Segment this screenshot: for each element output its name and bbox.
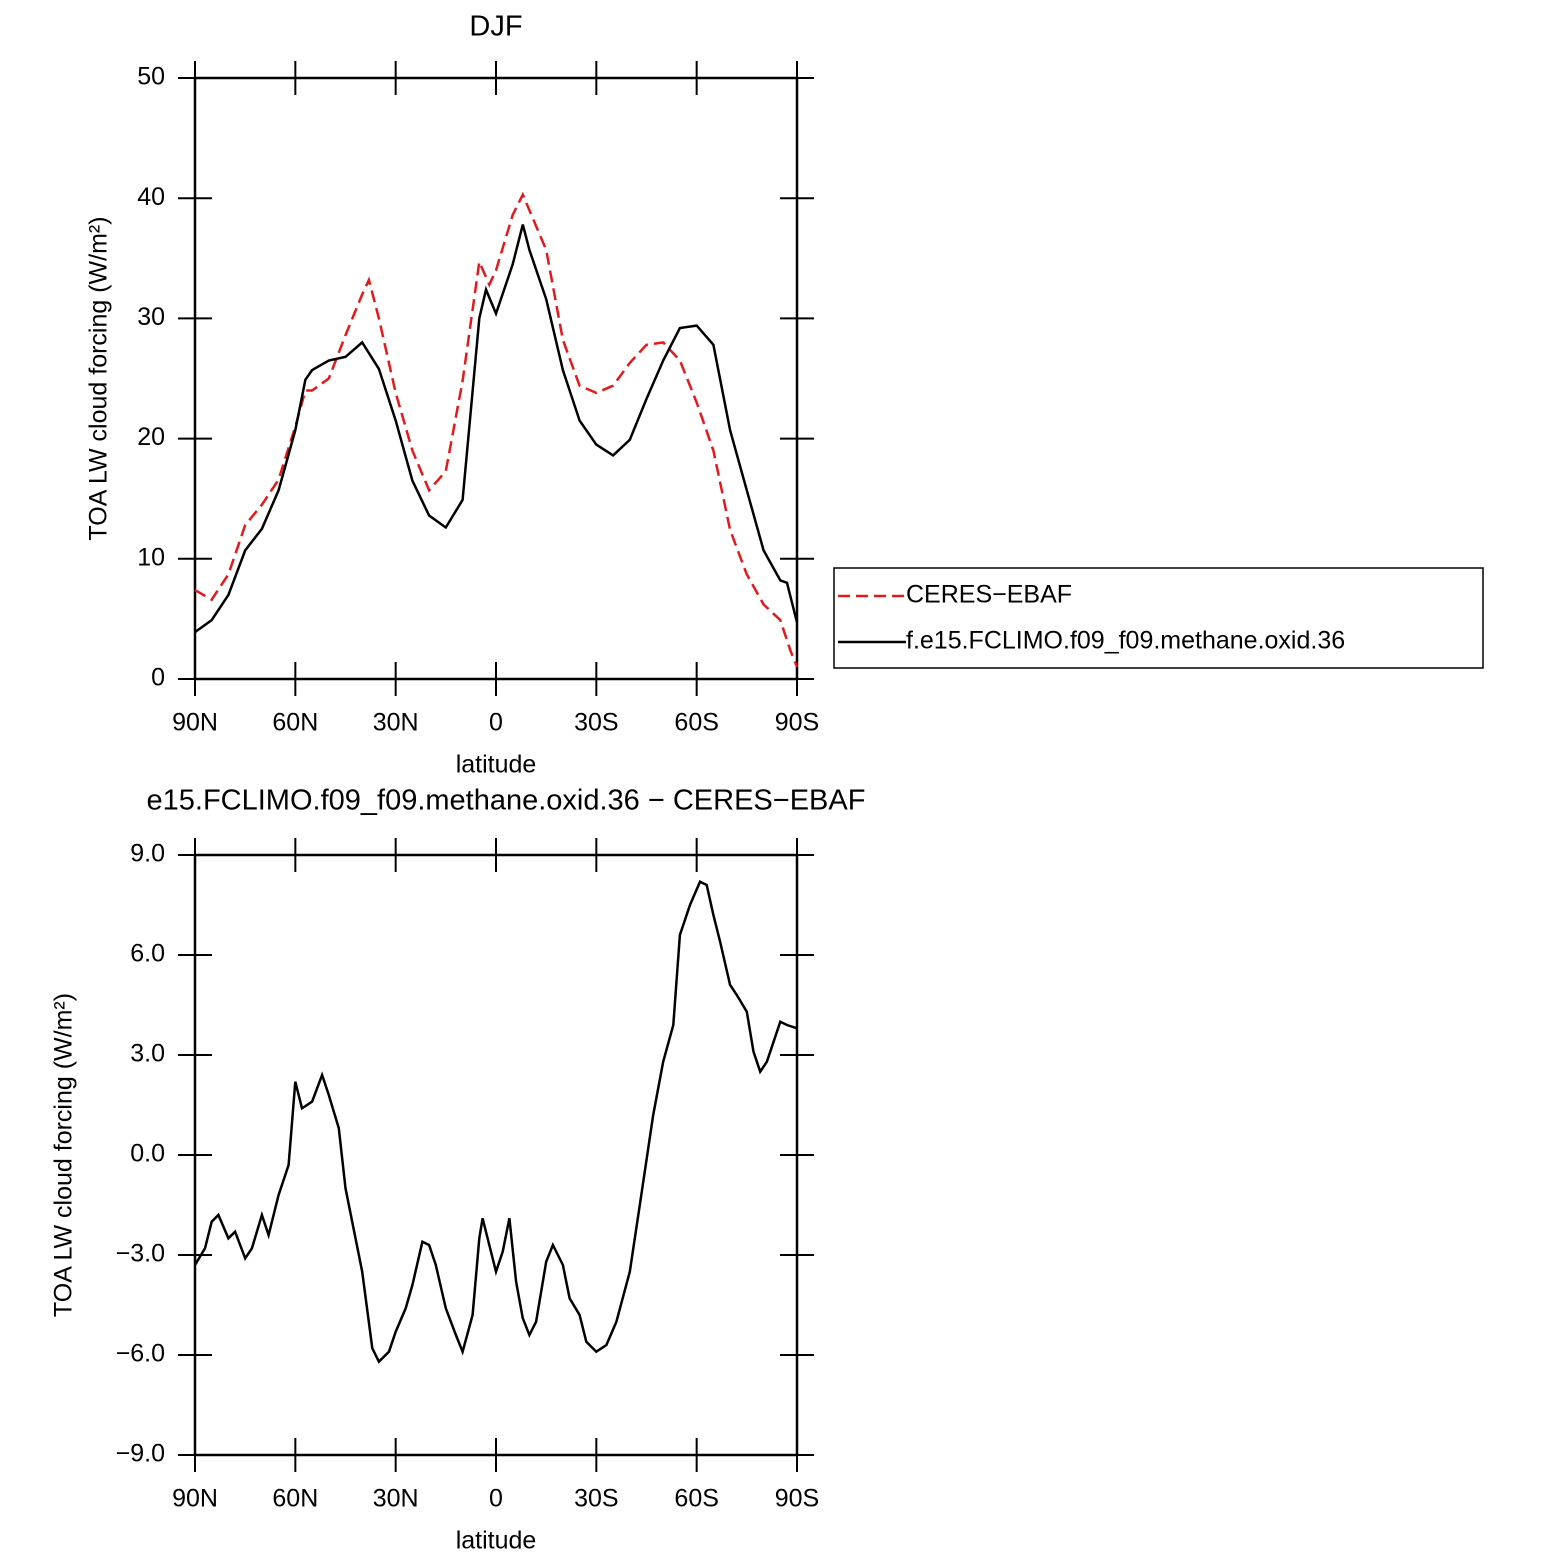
legend-label: CERES−EBAF: [906, 581, 1072, 609]
y-tick-label: 20: [137, 423, 165, 451]
legend-box: [833, 567, 1484, 669]
x-tick-label: 60S: [674, 709, 718, 737]
x-tick-label: 60S: [674, 1485, 718, 1513]
data-line: [193, 879, 798, 1364]
x-tick-label: 30N: [373, 1485, 419, 1513]
y-tick-label: −9.0: [116, 1440, 165, 1468]
y-tick-label: 10: [137, 543, 165, 571]
chart-title: e15.FCLIMO.f09_f09.methane.oxid.36 − CER…: [147, 785, 866, 817]
y-axis-label: TOA LW cloud forcing (W/m²): [50, 993, 78, 1317]
y-tick-label: 3.0: [130, 1040, 165, 1068]
plot-frame: [193, 853, 799, 1457]
x-tick-label: 90N: [172, 1485, 218, 1513]
y-axis-label: TOA LW cloud forcing (W/m²): [85, 216, 113, 540]
y-tick-label: 9.0: [130, 840, 165, 868]
x-axis-label: latitude: [456, 1527, 537, 1555]
y-tick-label: 6.0: [130, 940, 165, 968]
chart-title: DJF: [469, 11, 522, 43]
x-tick-label: 90N: [172, 709, 218, 737]
legend-label: f.e15.FCLIMO.f09_f09.methane.oxid.36: [906, 627, 1345, 655]
y-tick-label: −3.0: [116, 1240, 165, 1268]
y-tick-label: 50: [137, 63, 165, 91]
x-tick-label: 60N: [272, 1485, 318, 1513]
x-tick-label: 60N: [272, 709, 318, 737]
plot-frame: [193, 76, 799, 681]
x-tick-label: 30S: [574, 709, 618, 737]
x-tick-label: 90S: [775, 1485, 819, 1513]
y-tick-label: 40: [137, 183, 165, 211]
x-tick-label: 0: [489, 709, 503, 737]
x-axis-label: latitude: [456, 751, 537, 779]
y-tick-label: 0: [151, 664, 165, 692]
data-line: [194, 224, 799, 634]
x-tick-label: 30S: [574, 1485, 618, 1513]
data-line: [194, 191, 799, 668]
x-tick-label: 30N: [373, 709, 419, 737]
y-tick-label: 0.0: [130, 1140, 165, 1168]
y-tick-label: 30: [137, 303, 165, 331]
x-tick-label: 90S: [775, 709, 819, 737]
y-tick-label: −6.0: [116, 1340, 165, 1368]
x-tick-label: 0: [489, 1485, 503, 1513]
